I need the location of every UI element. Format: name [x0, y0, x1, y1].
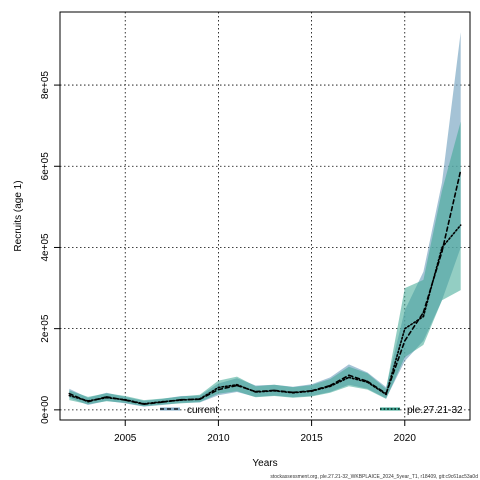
x-axis: 2005 2010 2015 2020 — [114, 420, 416, 444]
series-1-segment — [180, 398, 201, 401]
x-tick-label: 2020 — [394, 433, 417, 444]
series-0-segment — [217, 384, 238, 391]
series-1-segment — [199, 386, 220, 400]
x-tick-label: 2015 — [300, 433, 323, 444]
series-1-segment — [348, 376, 369, 384]
legend-label-1: ple.27.21-32 — [407, 405, 463, 416]
x-tick-label: 2005 — [114, 433, 137, 444]
series-0-segment — [348, 374, 369, 383]
series-1-segment — [292, 390, 313, 394]
plot-frame — [59, 11, 471, 421]
series-1-segment — [217, 383, 238, 389]
series-1-segment — [422, 246, 443, 318]
x-axis-label: Years — [252, 458, 277, 469]
series-1-segment — [124, 398, 145, 405]
series-1-segment — [236, 383, 257, 393]
series-1-segment — [105, 396, 126, 401]
series-1-segment — [329, 376, 350, 388]
legend-label-0: current — [187, 405, 218, 416]
series-1-segment — [385, 327, 406, 396]
series-1-segment — [68, 394, 89, 402]
series-1-segment — [403, 315, 425, 330]
series-0-segment — [403, 311, 425, 342]
series-1-segment — [310, 385, 332, 393]
y-tick-label: 0e+00 — [40, 395, 51, 424]
y-tick-label: 4e+05 — [40, 233, 51, 262]
series-1-segment — [161, 399, 182, 403]
series-1-segment — [441, 224, 462, 249]
series-1-segment — [366, 381, 387, 396]
series-1-segment — [254, 389, 276, 393]
y-axis: 0e+00 2e+05 4e+05 6e+05 8e+05 — [40, 71, 60, 424]
x-tick-label: 2010 — [207, 433, 230, 444]
series-1-segment — [273, 389, 294, 394]
y-axis-label: Recruits (age 1) — [13, 180, 24, 251]
footer-credit: stockassessment.org, ple.27.21-32_WKBPLA… — [270, 474, 478, 480]
series-lines — [68, 169, 462, 406]
series-1-segment — [143, 400, 164, 405]
y-tick-label: 2e+05 — [40, 314, 51, 343]
series-0-segment — [329, 374, 350, 387]
legend: current ple.27.21-32 — [160, 405, 463, 416]
series-0-segment — [385, 339, 406, 395]
series-1-segment — [87, 396, 108, 402]
series-0-segment — [441, 169, 462, 253]
y-tick-label: 6e+05 — [40, 152, 51, 181]
y-tick-label: 8e+05 — [40, 71, 51, 100]
grid-lines — [60, 12, 470, 420]
